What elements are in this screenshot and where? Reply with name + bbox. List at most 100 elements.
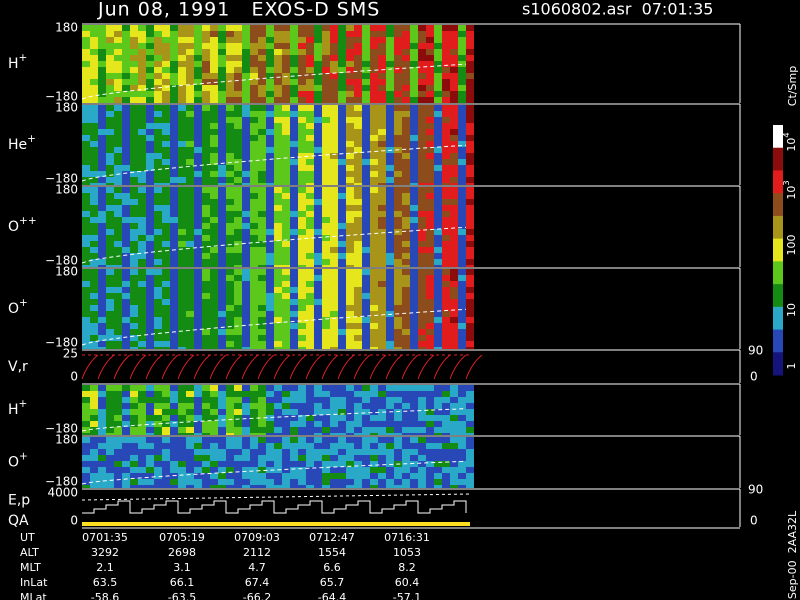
cell xyxy=(362,147,370,153)
cell xyxy=(282,329,290,335)
cell xyxy=(426,235,434,241)
cell xyxy=(410,305,418,311)
cell xyxy=(146,305,154,311)
cell xyxy=(370,275,378,281)
cell xyxy=(466,265,474,267)
cell xyxy=(138,187,146,193)
cell xyxy=(370,311,378,317)
cell xyxy=(186,341,194,347)
cell xyxy=(178,165,186,171)
cell xyxy=(202,117,210,123)
cell xyxy=(154,305,162,311)
cell xyxy=(426,415,434,421)
cell xyxy=(338,61,346,67)
cell xyxy=(330,55,338,61)
cell xyxy=(426,305,434,311)
cell xyxy=(466,111,474,117)
cell xyxy=(98,293,106,299)
cell xyxy=(242,147,250,153)
cell xyxy=(306,205,314,211)
label: 104 xyxy=(781,132,799,151)
label-base: H xyxy=(8,402,19,418)
cell xyxy=(250,269,258,275)
cell xyxy=(122,235,130,241)
cell xyxy=(394,205,402,211)
cell xyxy=(418,123,426,129)
cell xyxy=(306,403,314,409)
cell xyxy=(298,159,306,165)
cell xyxy=(290,153,298,159)
cell xyxy=(418,217,426,223)
label-base: 100 xyxy=(785,235,798,256)
cell xyxy=(450,25,458,31)
cell xyxy=(354,55,362,61)
cell xyxy=(314,275,322,281)
cell xyxy=(234,67,242,73)
cell xyxy=(226,467,234,473)
cell xyxy=(322,37,330,43)
cell xyxy=(466,25,474,31)
cell xyxy=(274,165,282,171)
cell xyxy=(186,171,194,177)
cell xyxy=(322,187,330,193)
cell xyxy=(354,403,362,409)
cell xyxy=(282,317,290,323)
cell xyxy=(330,391,338,397)
cell xyxy=(266,437,274,443)
cell xyxy=(370,485,378,488)
cell xyxy=(426,193,434,199)
cell xyxy=(114,123,122,129)
cell xyxy=(394,479,402,485)
cell xyxy=(258,91,266,97)
cell xyxy=(298,199,306,205)
cell xyxy=(130,275,138,281)
cell xyxy=(426,265,434,267)
cell xyxy=(458,335,466,341)
cell xyxy=(274,105,282,111)
cell xyxy=(338,443,346,449)
cell xyxy=(218,259,226,265)
cell xyxy=(234,305,242,311)
cell xyxy=(426,199,434,205)
cell xyxy=(178,85,186,91)
cell xyxy=(202,347,210,349)
cell xyxy=(226,347,234,349)
cell xyxy=(218,323,226,329)
cell xyxy=(466,455,474,461)
cell xyxy=(274,335,282,341)
cell xyxy=(170,455,178,461)
cell xyxy=(386,269,394,275)
cell xyxy=(162,385,170,391)
cell xyxy=(410,397,418,403)
cell xyxy=(306,305,314,311)
cell xyxy=(218,111,226,117)
cell xyxy=(170,287,178,293)
cell xyxy=(106,211,114,217)
cell xyxy=(162,217,170,223)
cell xyxy=(122,123,130,129)
cell xyxy=(274,403,282,409)
cell xyxy=(330,317,338,323)
cell xyxy=(162,43,170,49)
cell xyxy=(386,217,394,223)
cell xyxy=(226,123,234,129)
cell xyxy=(162,461,170,467)
cell xyxy=(458,211,466,217)
cell xyxy=(402,391,410,397)
cell xyxy=(402,421,410,427)
cell xyxy=(194,211,202,217)
y-tick-label: −180 xyxy=(45,422,78,436)
cell xyxy=(218,403,226,409)
cell xyxy=(162,253,170,259)
cell xyxy=(386,123,394,129)
cell xyxy=(90,141,98,147)
table-cell: 63.5 xyxy=(93,576,118,589)
cell xyxy=(394,37,402,43)
cell xyxy=(402,223,410,229)
cell xyxy=(82,187,90,193)
cell xyxy=(234,427,242,433)
cell xyxy=(138,229,146,235)
cell xyxy=(138,437,146,443)
cell xyxy=(226,61,234,67)
cell xyxy=(394,299,402,305)
